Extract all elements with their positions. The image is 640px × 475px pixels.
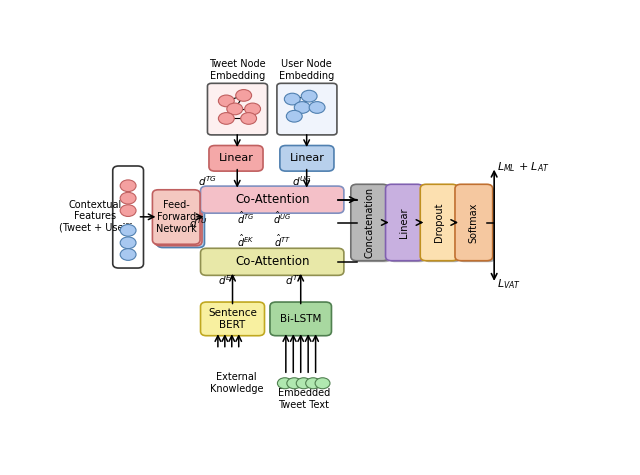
FancyBboxPatch shape — [154, 191, 202, 246]
FancyBboxPatch shape — [390, 187, 425, 262]
Circle shape — [120, 248, 136, 260]
FancyBboxPatch shape — [270, 302, 332, 336]
FancyBboxPatch shape — [355, 187, 390, 262]
Text: $d^{UG}$: $d^{UG}$ — [292, 174, 312, 188]
FancyBboxPatch shape — [455, 184, 493, 261]
Text: Linear: Linear — [218, 153, 253, 163]
Text: Linear: Linear — [399, 207, 410, 238]
FancyBboxPatch shape — [209, 145, 263, 171]
Text: $\hat{d}^{TG}$: $\hat{d}^{TG}$ — [237, 210, 255, 226]
Text: Tweet Node
Embedding: Tweet Node Embedding — [209, 59, 266, 81]
Text: Concatenation: Concatenation — [365, 187, 374, 258]
Circle shape — [227, 103, 243, 115]
Text: $\hat{d}^{UG}$: $\hat{d}^{UG}$ — [273, 210, 291, 226]
Text: Dropout: Dropout — [434, 203, 444, 242]
FancyBboxPatch shape — [207, 83, 268, 135]
Text: $d^{EK}$: $d^{EK}$ — [218, 273, 237, 287]
Text: ...: ... — [122, 214, 134, 227]
Circle shape — [120, 192, 136, 204]
Circle shape — [218, 113, 234, 124]
Circle shape — [286, 110, 302, 122]
Text: $d^{TT}$: $d^{TT}$ — [285, 273, 304, 287]
Text: Sentence
BERT: Sentence BERT — [208, 308, 257, 330]
FancyBboxPatch shape — [200, 248, 344, 276]
Circle shape — [301, 90, 317, 102]
FancyBboxPatch shape — [351, 184, 388, 261]
Circle shape — [120, 225, 136, 236]
Text: $d^{TG}$: $d^{TG}$ — [198, 174, 218, 188]
Text: $d^{TU}$: $d^{TU}$ — [189, 216, 207, 229]
Text: User Node
Embedding: User Node Embedding — [279, 59, 334, 81]
Text: Softmax: Softmax — [469, 202, 479, 243]
Text: Bi-LSTM: Bi-LSTM — [280, 314, 321, 324]
Text: Co-Attention: Co-Attention — [235, 193, 310, 206]
FancyBboxPatch shape — [152, 190, 200, 244]
Circle shape — [287, 378, 301, 389]
Text: $\hat{d}^{EK}$: $\hat{d}^{EK}$ — [237, 232, 255, 249]
Circle shape — [120, 205, 136, 217]
Text: Co-Attention: Co-Attention — [235, 256, 310, 268]
Circle shape — [294, 102, 310, 114]
Text: Linear: Linear — [289, 153, 324, 163]
FancyBboxPatch shape — [385, 184, 423, 261]
FancyBboxPatch shape — [277, 83, 337, 135]
FancyBboxPatch shape — [459, 187, 495, 262]
Circle shape — [315, 378, 330, 389]
Text: $\hat{d}^{TT}$: $\hat{d}^{TT}$ — [274, 232, 291, 249]
Circle shape — [277, 378, 292, 389]
Circle shape — [236, 90, 252, 101]
Text: Feed-
Forward
Network: Feed- Forward Network — [156, 200, 196, 234]
Text: Contextual
Features
(Tweet + User): Contextual Features (Tweet + User) — [59, 200, 131, 233]
FancyBboxPatch shape — [200, 186, 344, 213]
Circle shape — [296, 378, 311, 389]
FancyBboxPatch shape — [157, 193, 205, 247]
FancyBboxPatch shape — [113, 166, 143, 268]
Text: Embedded
Tweet Text: Embedded Tweet Text — [278, 388, 330, 410]
Circle shape — [241, 113, 257, 124]
FancyBboxPatch shape — [200, 302, 264, 336]
Circle shape — [244, 103, 260, 115]
Circle shape — [120, 237, 136, 248]
Circle shape — [120, 180, 136, 191]
Circle shape — [284, 93, 300, 105]
FancyBboxPatch shape — [280, 145, 334, 171]
FancyBboxPatch shape — [420, 184, 458, 261]
Circle shape — [309, 102, 325, 114]
Text: $L_{VAT}$: $L_{VAT}$ — [497, 277, 521, 291]
Circle shape — [306, 378, 321, 389]
Text: External
Knowledge: External Knowledge — [210, 372, 264, 394]
FancyBboxPatch shape — [424, 187, 460, 262]
Text: $L_{ML}$ + $L_{AT}$: $L_{ML}$ + $L_{AT}$ — [497, 160, 549, 174]
Circle shape — [218, 95, 234, 107]
